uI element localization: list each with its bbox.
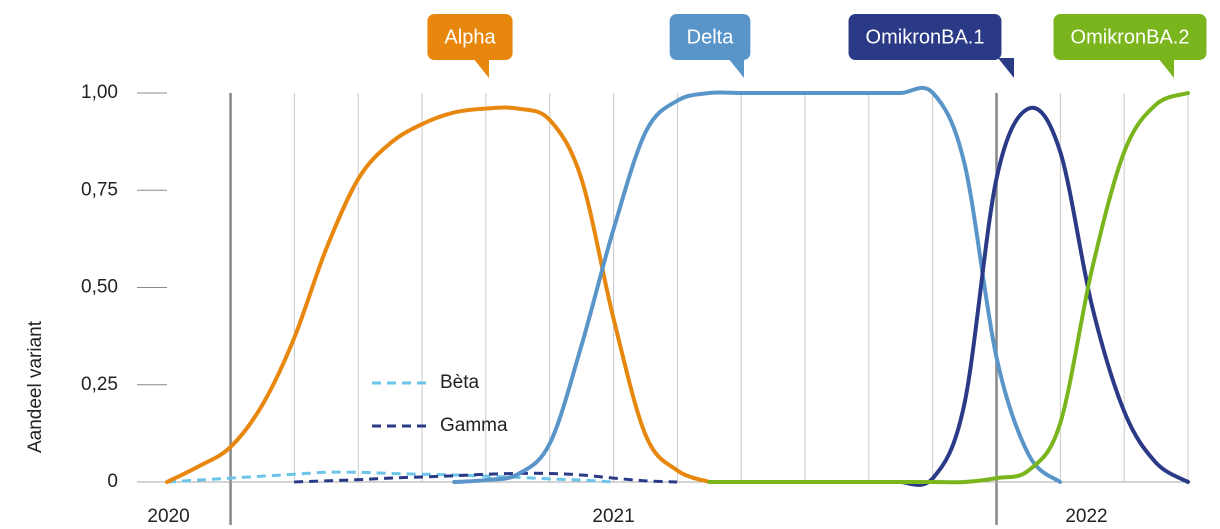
x-tick-label: 2020 (147, 506, 189, 527)
x-tick-label: 2022 (1065, 506, 1107, 527)
callout-label: Alpha (444, 26, 496, 48)
callout: OmikronBA.2 (1053, 14, 1207, 78)
callout-label: Delta (687, 26, 735, 48)
callout-label: OmikronBA.1 (866, 26, 985, 48)
y-tick-label: 1,00 (81, 82, 118, 103)
callout-box (427, 14, 513, 60)
y-tick-label: 0,25 (81, 374, 118, 395)
legend-label: Bèta (440, 372, 480, 393)
callout-label: OmikronBA.2 (1071, 26, 1190, 48)
callout-pointer (998, 58, 1014, 78)
series-line (707, 91, 1190, 485)
series-line (452, 85, 1063, 484)
series-line (165, 105, 712, 484)
callout-box (848, 14, 1002, 60)
callout: Delta (669, 14, 751, 78)
y-tick-label: 0 (107, 471, 118, 492)
callout: Alpha (427, 14, 513, 78)
callout-box (1053, 14, 1207, 60)
x-tick-label: 2021 (592, 506, 634, 527)
y-axis-label: Aandeel variant (25, 320, 46, 453)
series-line (898, 105, 1190, 487)
y-tick-label: 0,75 (81, 179, 118, 200)
callout-pointer (1158, 58, 1174, 78)
series-line (294, 471, 678, 484)
y-tick-label: 0,50 (81, 277, 118, 298)
callout-pointer (728, 58, 744, 78)
callout-box (669, 14, 751, 60)
callout: OmikronBA.1 (848, 14, 1014, 78)
legend-label: Gamma (440, 415, 508, 436)
callout-pointer (473, 58, 489, 78)
